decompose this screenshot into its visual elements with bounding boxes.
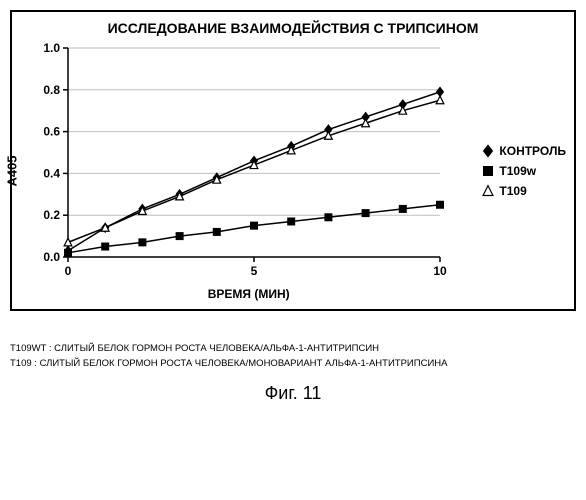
diamond-marker-icon: [481, 144, 495, 158]
svg-text:0.8: 0.8: [43, 83, 60, 97]
legend-item: КОНТРОЛЬ: [481, 144, 566, 158]
footnote-text-2: СЛИТЫЙ БЕЛОК ГОРМОН РОСТА ЧЕЛОВЕКА/МОНОВ…: [40, 358, 448, 369]
x-axis-label: ВРЕМЯ (МИН): [20, 287, 477, 301]
svg-text:5: 5: [251, 264, 258, 278]
plot-svg: 0.0 0.2 0.4 0.6 0.8 1.0 0 5 10: [20, 40, 450, 285]
footnote-key-1: T109WT :: [10, 343, 52, 354]
svg-text:0: 0: [65, 264, 72, 278]
svg-text:0.4: 0.4: [43, 166, 60, 180]
plot-area: A405 0.00.20.40.60.81.00510 ВРЕМЯ (МИН): [20, 40, 477, 301]
legend-label: КОНТРОЛЬ: [499, 144, 566, 158]
legend-item: T109w: [481, 164, 566, 178]
svg-text:0.2: 0.2: [43, 208, 60, 222]
footnote-line-1: T109WT : СЛИТЫЙ БЕЛОК ГОРМОН РОСТА ЧЕЛОВ…: [10, 341, 576, 356]
chart-container: ИССЛЕДОВАНИЕ ВЗАИМОДЕЙСТВИЯ С ТРИПСИНОМ …: [10, 10, 576, 311]
svg-text:0.6: 0.6: [43, 125, 60, 139]
triangle-marker-icon: [481, 184, 495, 198]
svg-text:10: 10: [433, 264, 447, 278]
figure-caption: Фиг. 11: [10, 383, 576, 404]
legend-label: T109: [499, 184, 526, 198]
y-axis-label: A405: [5, 155, 20, 186]
svg-text:1.0: 1.0: [43, 41, 60, 55]
chart-layout: A405 0.00.20.40.60.81.00510 ВРЕМЯ (МИН) …: [20, 40, 566, 301]
square-marker-icon: [481, 164, 495, 178]
legend: КОНТРОЛЬ T109w T109: [481, 138, 566, 204]
footnote-text-1: СЛИТЫЙ БЕЛОК ГОРМОН РОСТА ЧЕЛОВЕКА/АЛЬФА…: [54, 343, 379, 354]
chart-title: ИССЛЕДОВАНИЕ ВЗАИМОДЕЙСТВИЯ С ТРИПСИНОМ: [20, 20, 566, 36]
footnote-key-2: T109 :: [10, 358, 37, 369]
footnotes: T109WT : СЛИТЫЙ БЕЛОК ГОРМОН РОСТА ЧЕЛОВ…: [10, 341, 576, 371]
legend-label: T109w: [499, 164, 536, 178]
footnote-line-2: T109 : СЛИТЫЙ БЕЛОК ГОРМОН РОСТА ЧЕЛОВЕК…: [10, 356, 576, 371]
svg-text:0.0: 0.0: [43, 250, 60, 264]
legend-item: T109: [481, 184, 566, 198]
